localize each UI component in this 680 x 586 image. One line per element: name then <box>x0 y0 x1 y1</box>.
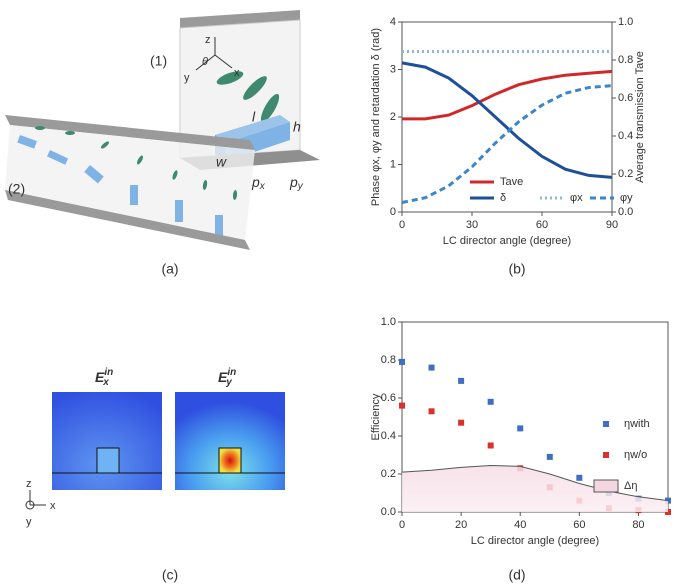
legend-label: Tave <box>500 176 523 188</box>
y2-tick-label: 0.2 <box>618 168 633 180</box>
point <box>546 453 553 460</box>
legend-label: ηw/o <box>624 449 647 461</box>
dim-label: w <box>216 154 227 170</box>
angle-label: θ <box>202 56 208 68</box>
legend-swatch <box>593 479 619 493</box>
x-tick-label: 60 <box>536 219 548 231</box>
legend-label: ηwith <box>624 418 650 430</box>
y-tick-label: 2 <box>390 111 396 123</box>
pillar-top <box>215 115 290 143</box>
y-tick-label: 3 <box>390 63 396 75</box>
point <box>487 398 494 405</box>
point <box>428 364 435 371</box>
y-tick-label: 1 <box>390 158 396 170</box>
y-tick-label: 0 <box>390 206 396 218</box>
illustration-c <box>25 392 285 510</box>
area-edge <box>401 464 669 502</box>
line-series <box>401 61 613 179</box>
cell-label: (1) <box>150 53 167 69</box>
y2-tick-label: 0.4 <box>618 130 633 142</box>
panel-label: (d) <box>508 567 525 583</box>
area-fill <box>402 465 668 512</box>
point <box>428 408 435 415</box>
panel-label: (a) <box>161 261 178 277</box>
axis-arrow <box>195 54 216 71</box>
y-tick-label: 0.6 <box>381 392 396 404</box>
x-tick-label: 0 <box>399 219 405 231</box>
point <box>399 358 405 365</box>
lc-molecule <box>260 93 280 123</box>
pillar <box>218 447 242 474</box>
field-map <box>175 392 285 490</box>
array-box <box>5 125 255 240</box>
x-axis-title: LC director angle (degree) <box>471 535 599 547</box>
axis-label: z <box>26 478 32 490</box>
y2-tick-label: 0.8 <box>618 54 633 66</box>
x-tick-label: 20 <box>455 519 467 531</box>
line-series <box>402 69 613 121</box>
y2-tick-label: 0.6 <box>618 92 633 104</box>
y-tick-label: 4 <box>390 16 396 28</box>
point <box>399 402 405 409</box>
axis-label: z <box>205 34 211 46</box>
axis-origin <box>25 500 35 510</box>
array-pillars <box>17 134 223 237</box>
y-tick-label: 0.2 <box>381 468 396 480</box>
y-axis-title: Efficiency <box>370 393 382 440</box>
point <box>458 419 465 426</box>
point <box>487 442 494 449</box>
x-tick-label: 90 <box>606 219 618 231</box>
array-label: (2) <box>8 181 25 197</box>
legend-label: Δη <box>624 480 637 492</box>
field-label: Ein y <box>218 367 236 388</box>
point <box>458 377 465 384</box>
y-tick-label: 0.8 <box>381 354 396 366</box>
x-tick-label: 30 <box>466 219 478 231</box>
y-axis-title: Phase φx, φy and retardation δ (rad) <box>370 28 382 206</box>
x-tick-label: 0 <box>399 519 405 531</box>
y-tick-label: 1.0 <box>381 316 396 328</box>
point <box>517 425 524 432</box>
axis-label: y <box>26 516 32 528</box>
top-plate <box>180 10 300 28</box>
dim-label: h <box>293 119 301 135</box>
lc-molecule <box>216 71 244 85</box>
x-tick-label: 40 <box>514 519 526 531</box>
period-label: py <box>289 174 304 192</box>
array-bottom <box>5 190 250 250</box>
y-tick-label: 0.0 <box>381 506 396 518</box>
legend-label: φx <box>570 192 583 204</box>
point <box>576 474 583 481</box>
axis-arrow <box>214 54 233 69</box>
y-tick-label: 0.4 <box>381 430 396 442</box>
illustration-a <box>5 10 320 250</box>
line-series <box>401 84 613 204</box>
axis-label: y <box>184 72 190 84</box>
legend-label: δ <box>500 192 506 204</box>
array-top <box>5 115 255 150</box>
y2-axis-title: Average transmission Tave <box>634 51 646 183</box>
legend-label: φy <box>620 192 633 204</box>
field-label: Ein x <box>95 367 113 388</box>
pillar <box>96 447 120 474</box>
period-label: px <box>251 174 266 192</box>
x-tick-label: 60 <box>573 519 585 531</box>
axis-label: x <box>234 67 240 79</box>
y2-tick-label: 1.0 <box>618 16 633 28</box>
x-tick-label: 80 <box>632 519 644 531</box>
panel-label: (c) <box>162 567 178 583</box>
y2-tick-label: 0.0 <box>618 206 633 218</box>
panel-label: (b) <box>508 261 525 277</box>
legend-swatch <box>603 452 609 458</box>
array-molecules <box>35 126 238 200</box>
axis-label: x <box>50 500 56 512</box>
dim-label: l <box>252 109 256 125</box>
x-axis-title: LC director angle (degree) <box>443 235 571 247</box>
field-map <box>52 392 162 490</box>
lc-molecule <box>243 76 267 100</box>
legend-swatch <box>603 421 609 427</box>
